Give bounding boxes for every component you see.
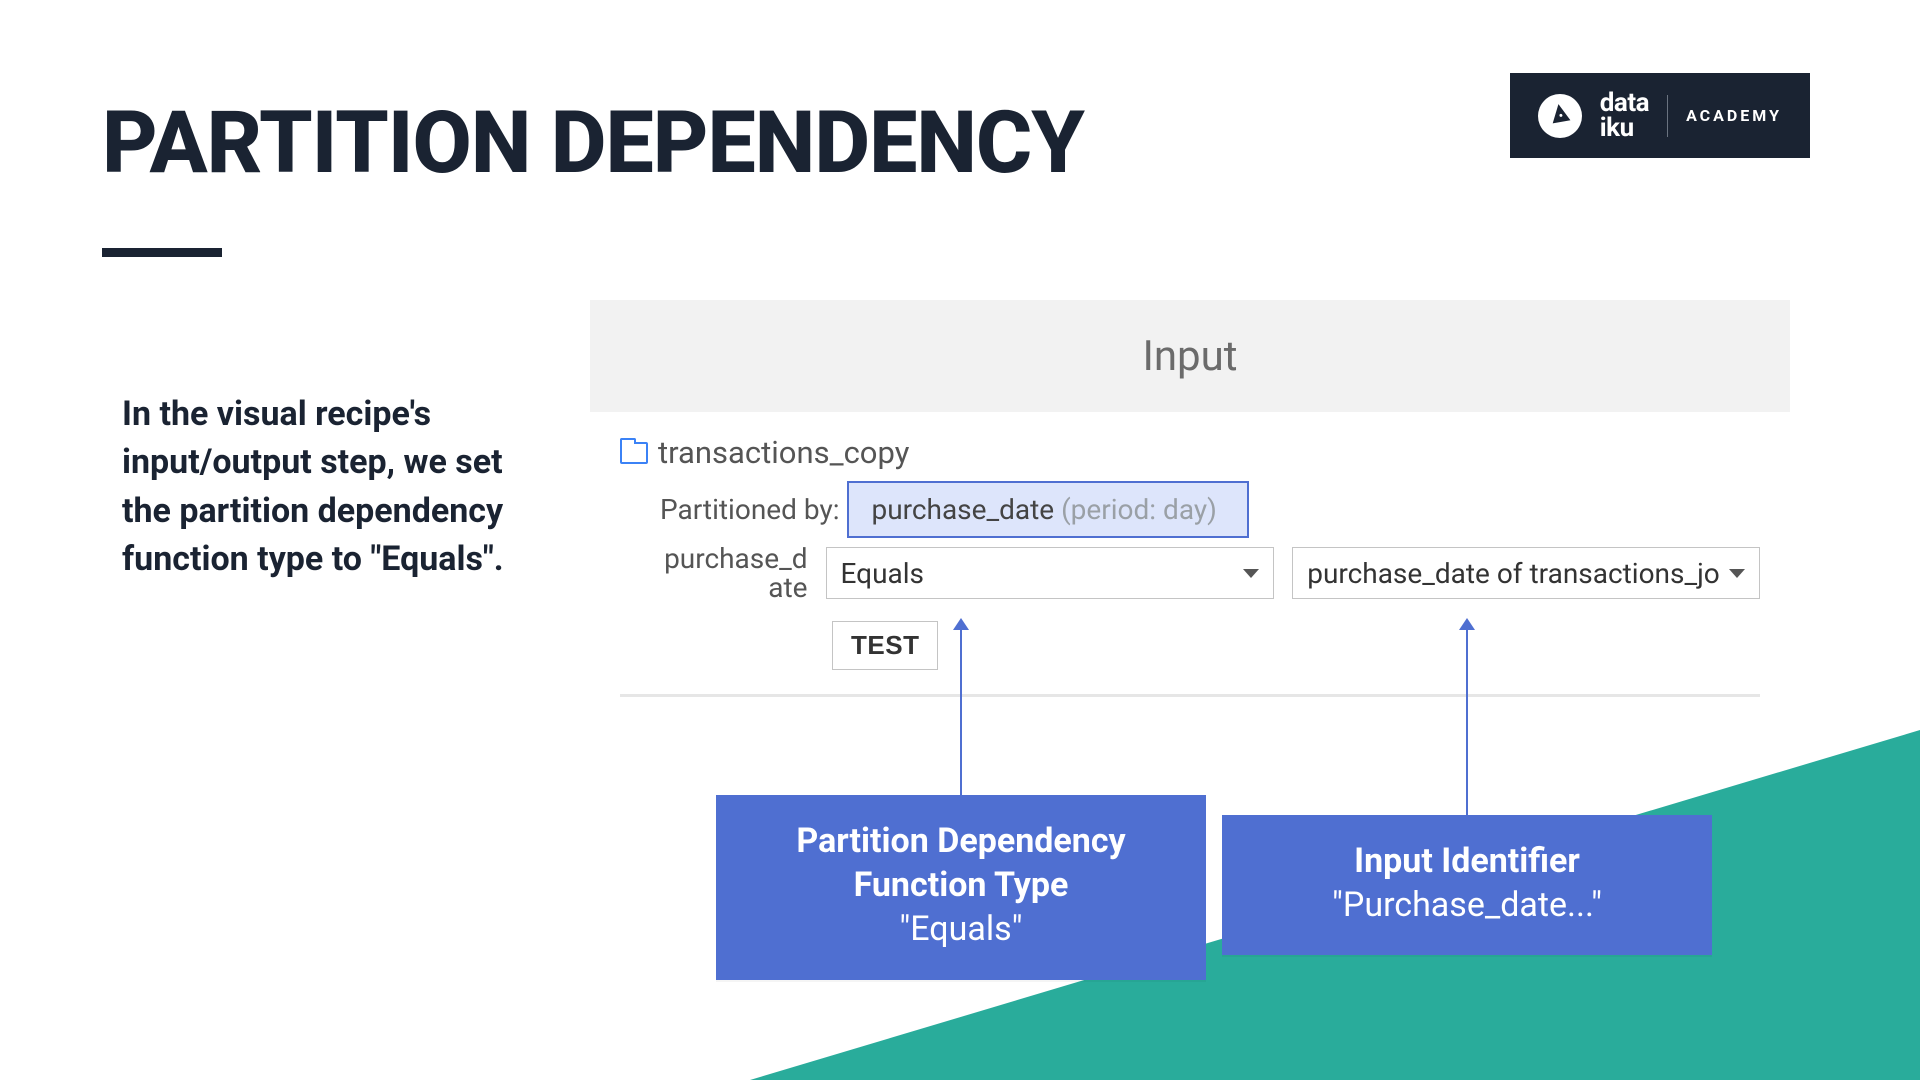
partitioned-by-row: Partitioned by: purchase_date (period: d… [620,481,1760,538]
dataset-row: transactions_copy [620,434,1760,471]
folder-icon [620,442,648,464]
title-underline [102,248,222,257]
dimension-label: purchase_d ate [660,544,808,603]
partitioned-by-label: Partitioned by: [660,493,839,526]
partition-period: (period: day) [1061,493,1217,526]
panel-header: Input [590,300,1790,412]
callout-input-identifier: Input Identifier "Purchase_date..." [1222,815,1712,955]
partition-chip: purchase_date (period: day) [847,481,1248,538]
brand-sub: ACADEMY [1686,106,1782,125]
test-row: TEST [832,621,1760,670]
chevron-down-icon [1729,569,1745,578]
function-type-value: Equals [841,557,925,590]
screenshot-panel: Input transactions_copy Partitioned by: … [590,300,1790,707]
brand-divider [1667,95,1668,137]
callout-function-type-title: Partition Dependency Function Type [744,819,1178,907]
partition-dimension: purchase_date [871,493,1054,526]
dependency-row: purchase_d ate Equals purchase_date of t… [620,544,1760,603]
function-type-select[interactable]: Equals [826,547,1275,599]
callout-input-identifier-value: "Purchase_date..." [1250,883,1684,927]
brand-badge: data iku ACADEMY [1510,73,1810,158]
body-paragraph: In the visual recipe's input/output step… [122,390,532,583]
input-identifier-select[interactable]: purchase_date of transactions_jo [1292,547,1760,599]
arrow-right [1466,628,1468,815]
panel-divider [620,694,1760,697]
brand-name: data iku [1600,91,1649,140]
brand-logo-icon [1538,94,1582,138]
panel-body: transactions_copy Partitioned by: purcha… [590,412,1790,707]
test-button[interactable]: TEST [832,621,938,670]
callout-function-type: Partition Dependency Function Type "Equa… [716,795,1206,980]
chevron-down-icon [1243,569,1259,578]
callout-function-type-value: "Equals" [744,907,1178,951]
dataset-name: transactions_copy [658,434,909,471]
brand-name-line2: iku [1600,113,1634,143]
arrow-left [960,628,962,795]
page-title: PARTITION DEPENDENCY [102,92,1084,193]
callout-input-identifier-title: Input Identifier [1250,839,1684,883]
input-identifier-value: purchase_date of transactions_jo [1307,557,1720,590]
